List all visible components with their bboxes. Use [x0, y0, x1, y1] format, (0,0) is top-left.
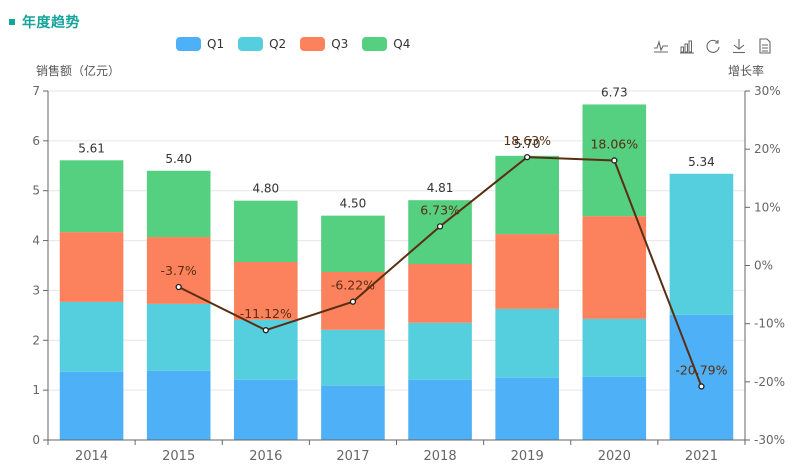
bar-total-label: 5.70: [514, 137, 541, 151]
x-tick-label: 2021: [685, 449, 718, 464]
bar-q2-2021: [669, 173, 734, 315]
growth-rate-point: [262, 327, 269, 334]
legend-label: Q4: [393, 37, 411, 51]
legend-item-q1[interactable]: Q1: [176, 37, 224, 51]
download-icon[interactable]: [730, 37, 748, 55]
y-axis-left-name: 销售额（亿元）: [36, 64, 121, 78]
bar-q3-2015: [146, 237, 211, 304]
growth-rate-label: -6.22%: [331, 278, 375, 293]
bar-q4-2019: [495, 155, 559, 235]
bar-q1-2021: [669, 314, 734, 440]
chart-title: 年度趋势: [9, 12, 80, 32]
x-tick-label: 2017: [336, 449, 369, 464]
y-tick-label: 4: [32, 234, 40, 248]
growth-rate-label: 18.06%: [590, 136, 638, 151]
bar-q3-2016: [234, 262, 298, 320]
bar-q4-2014: [59, 160, 124, 233]
bar-q2-2017: [321, 329, 385, 386]
y-tick-label: 0: [32, 433, 40, 447]
legend-label: Q2: [269, 37, 287, 51]
growth-rate-label: 6.73%: [420, 202, 460, 217]
y-tick-label: 3: [32, 283, 40, 297]
bar-total-label: 4.81: [427, 181, 454, 195]
bar-q4-2016: [234, 200, 298, 263]
legend-item-q2[interactable]: Q2: [238, 37, 286, 51]
bar-q1-2017: [321, 385, 385, 440]
y-tick-label: 2: [32, 333, 40, 347]
y-tick-label: 6: [32, 134, 40, 148]
legend-item-q4[interactable]: Q4: [362, 37, 410, 51]
legend-swatch: [300, 37, 326, 51]
bar-q3-2018: [408, 264, 472, 323]
y-axis-right-name: 增长率: [728, 64, 765, 78]
x-tick-label: 2018: [424, 449, 457, 464]
bar-q1-2014: [59, 371, 124, 440]
bar-q2-2018: [408, 322, 472, 380]
bar-q1-2016: [234, 379, 298, 440]
bar-q1-2020: [582, 376, 647, 440]
y-tick-label: 7: [32, 84, 40, 98]
growth-rate-point: [436, 223, 444, 230]
legend-swatch: [176, 37, 201, 51]
y-right-tick-label: 10%: [754, 200, 781, 214]
y-tick-label: 1: [32, 383, 40, 397]
bar-q4-2017: [321, 215, 385, 272]
x-tick-label: 2016: [249, 449, 282, 464]
bar-q4-2015: [146, 170, 211, 238]
y-right-tick-label: 20%: [754, 142, 781, 156]
chart-title-text: 年度趋势: [22, 15, 80, 31]
bar-q3-2019: [495, 234, 559, 309]
growth-rate-point: [349, 298, 357, 305]
data-view-icon[interactable]: [756, 37, 774, 55]
growth-rate-point: [175, 283, 182, 291]
growth-rate-point: [698, 383, 705, 390]
x-tick-label: 2020: [598, 449, 631, 464]
bar-total-label: 4.50: [340, 197, 367, 211]
growth-rate-label: 18.63%: [503, 133, 551, 148]
restore-icon[interactable]: [704, 37, 722, 55]
legend-label: Q3: [331, 37, 349, 51]
bar-total-label: 4.80: [252, 182, 279, 196]
bar-q1-2018: [408, 379, 472, 440]
x-tick-label: 2014: [75, 449, 108, 464]
legend-item-q3[interactable]: Q3: [300, 37, 348, 51]
growth-rate-label: -11.12%: [240, 306, 292, 321]
title-marker: [9, 19, 15, 25]
bar-q1-2015: [146, 370, 211, 440]
bar-total-label: 5.40: [165, 152, 192, 166]
bar-q2-2015: [146, 303, 211, 371]
y-right-tick-label: -20%: [754, 375, 785, 389]
growth-rate-point: [611, 157, 618, 164]
x-tick-label: 2015: [162, 449, 195, 464]
y-right-tick-label: 0%: [754, 259, 773, 273]
toolbox: [652, 37, 782, 55]
y-right-tick-label: -30%: [754, 433, 785, 447]
bar-q2-2014: [59, 301, 124, 372]
bar-q3-2020: [582, 216, 647, 319]
bar-q4-2018: [408, 200, 472, 265]
legend-label: Q1: [207, 37, 225, 51]
legend-swatch: [362, 37, 388, 51]
bar-q1-2019: [495, 377, 559, 440]
growth-rate-point: [524, 153, 531, 161]
line-chart-icon[interactable]: [652, 37, 670, 55]
bar-total-label: 6.73: [601, 85, 628, 99]
bar-q3-2014: [59, 232, 124, 302]
bar-total-label: 5.34: [688, 155, 715, 169]
y-tick-label: 5: [32, 184, 40, 198]
y-right-tick-label: -10%: [754, 317, 785, 331]
bar-chart-icon[interactable]: [678, 37, 696, 55]
x-tick-label: 2019: [511, 449, 544, 464]
growth-rate-label: -3.7%: [161, 263, 197, 278]
growth-rate-label: -20.79%: [675, 362, 727, 377]
legend-swatch: [238, 37, 264, 51]
legend: Q1 Q2 Q3 Q4: [176, 37, 424, 51]
bar-q2-2020: [582, 318, 647, 377]
bar-total-label: 5.61: [78, 141, 105, 155]
bar-q2-2019: [495, 308, 559, 378]
y-right-tick-label: 30%: [754, 84, 781, 98]
